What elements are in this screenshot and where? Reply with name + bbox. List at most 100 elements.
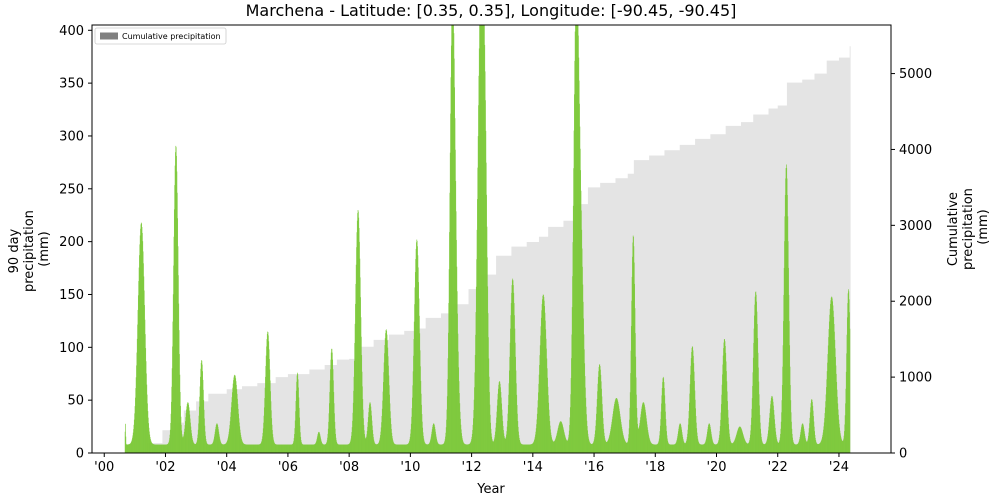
precipitation-bar: [268, 335, 269, 453]
precipitation-bar: [386, 330, 388, 453]
precipitation-bar: [172, 346, 173, 453]
precipitation-bar: [641, 408, 642, 453]
precipitation-bar: [690, 365, 692, 453]
precipitation-bar: [644, 405, 645, 453]
precipitation-bar: [355, 303, 356, 453]
precipitation-bar: [221, 444, 223, 453]
precipitation-bar: [605, 441, 606, 453]
precipitation-bar: [179, 392, 181, 453]
precipitation-bar: [616, 398, 617, 453]
precipitation-bar: [301, 443, 303, 453]
precipitation-bar: [599, 364, 600, 453]
precipitation-bar: [266, 346, 267, 453]
precipitation-bar: [227, 439, 228, 453]
plot-frame: [91, 24, 892, 454]
precipitation-bar: [250, 444, 252, 453]
y-right-tick-label: 5000: [899, 67, 932, 82]
precipitation-bar: [451, 25, 453, 453]
precipitation-bar: [486, 257, 488, 453]
precipitation-bar: [358, 227, 360, 453]
precipitation-bar: [452, 25, 454, 453]
precipitation-bar: [742, 434, 744, 453]
precipitation-bar: [506, 431, 508, 453]
precipitation-bar: [543, 300, 545, 453]
precipitation-bar: [285, 444, 287, 453]
precipitation-bar: [539, 355, 541, 453]
precipitation-bar: [808, 432, 810, 453]
precipitation-bar: [660, 411, 662, 453]
precipitation-bar: [557, 429, 559, 453]
precipitation-bar: [295, 411, 296, 453]
precipitation-bar: [643, 402, 645, 453]
precipitation-bar: [702, 444, 704, 453]
precipitation-bar: [754, 296, 756, 453]
precipitation-bar: [153, 444, 155, 453]
precipitation-bar: [729, 436, 731, 453]
precipitation-bar: [433, 423, 435, 453]
precipitation-bar: [176, 192, 178, 453]
precipitation-bar: [621, 426, 623, 453]
precipitation-bar: [194, 444, 196, 453]
precipitation-bar: [586, 414, 587, 453]
precipitation-bar: [379, 439, 381, 453]
precipitation-bar: [657, 443, 659, 453]
precipitation-bar: [589, 443, 591, 453]
precipitation-bar: [539, 365, 540, 453]
precipitation-bar: [810, 403, 812, 453]
precipitation-bar: [748, 441, 750, 453]
precipitation-bar: [467, 444, 468, 453]
precipitation-bar: [799, 436, 801, 453]
precipitation-bar: [692, 347, 694, 453]
precipitation-bar: [437, 443, 439, 453]
precipitation-bar: [540, 326, 542, 453]
precipitation-bar: [832, 305, 834, 453]
precipitation-bar: [193, 443, 195, 453]
precipitation-bar: [685, 442, 687, 453]
precipitation-bar: [267, 331, 269, 453]
precipitation-bar: [157, 444, 158, 453]
precipitation-bar: [390, 424, 392, 453]
precipitation-bar: [586, 426, 588, 453]
precipitation-bar: [725, 361, 727, 453]
precipitation-bar: [316, 440, 317, 453]
precipitation-bar: [529, 444, 531, 453]
precipitation-bar: [164, 444, 166, 453]
precipitation-bar: [638, 428, 640, 453]
precipitation-bar: [590, 443, 592, 453]
precipitation-bar: [525, 444, 526, 453]
precipitation-bar: [639, 425, 640, 453]
precipitation-bar: [734, 438, 736, 453]
precipitation-bar: [283, 444, 285, 453]
precipitation-bar: [500, 397, 502, 453]
precipitation-bar: [699, 444, 701, 453]
precipitation-bar: [719, 426, 721, 453]
precipitation-bar: [467, 444, 469, 453]
precipitation-bar: [151, 443, 153, 453]
precipitation-bar: [337, 443, 338, 453]
precipitation-bar: [595, 425, 597, 453]
precipitation-bar: [485, 100, 486, 454]
precipitation-bar: [465, 444, 467, 453]
precipitation-bar: [664, 395, 666, 453]
precipitation-bar: [455, 211, 457, 453]
precipitation-bar: [733, 441, 735, 453]
precipitation-bar: [628, 428, 630, 453]
precipitation-bar: [324, 444, 325, 453]
precipitation-bar: [131, 440, 133, 453]
precipitation-bar: [430, 436, 432, 453]
precipitation-bar: [475, 334, 476, 453]
precipitation-bar: [225, 443, 227, 453]
precipitation-bar: [849, 312, 850, 453]
x-tick-label: '14: [523, 460, 543, 475]
precipitation-bar: [514, 342, 516, 453]
precipitation-bar: [309, 444, 311, 453]
precipitation-bar: [532, 442, 534, 453]
precipitation-bar: [783, 321, 784, 453]
precipitation-bar: [315, 442, 317, 453]
precipitation-bar: [454, 87, 455, 454]
precipitation-bar: [684, 443, 686, 453]
precipitation-bar: [592, 443, 594, 453]
precipitation-bar: [132, 437, 133, 453]
precipitation-bar: [294, 420, 296, 453]
precipitation-bar: [536, 419, 538, 453]
